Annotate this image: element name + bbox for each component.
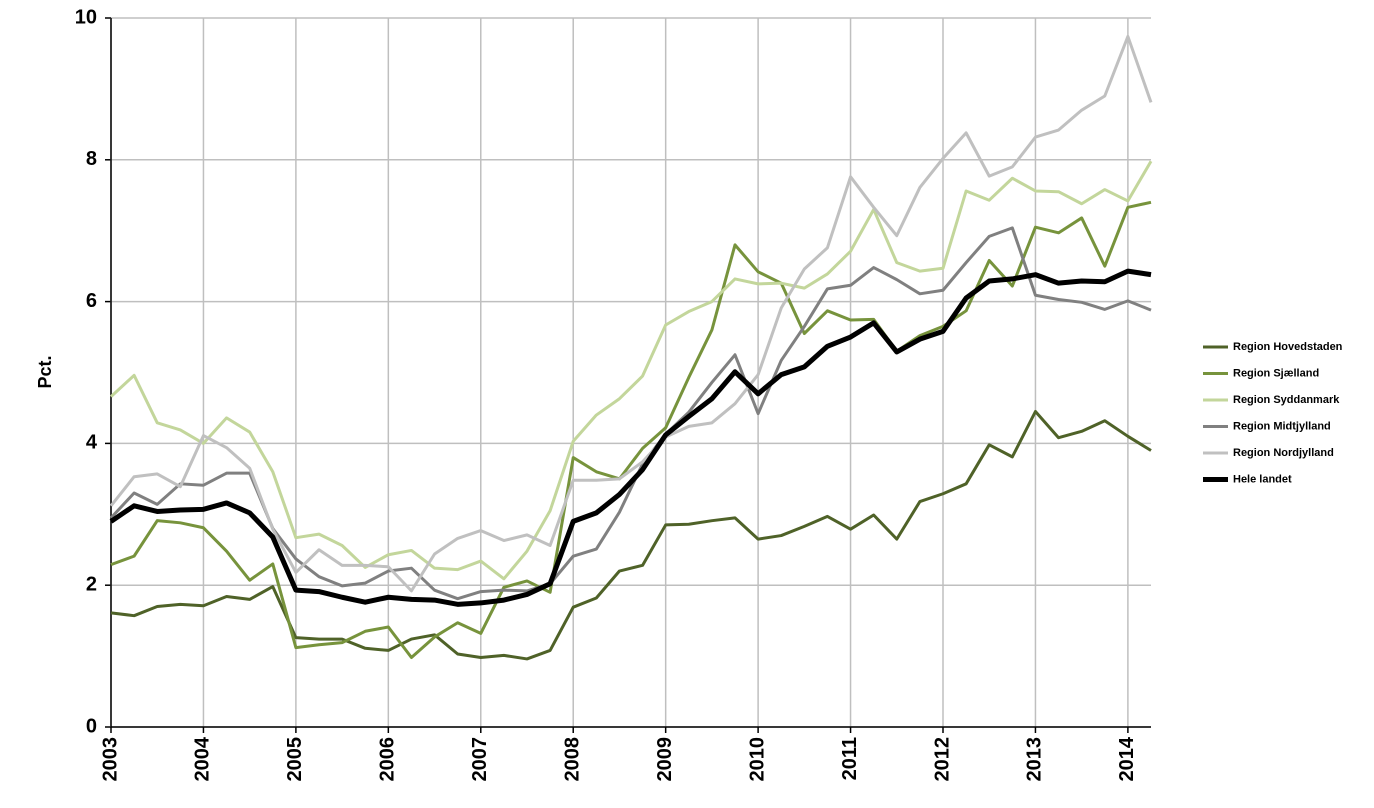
x-tick-label: 2009 [654, 737, 676, 782]
x-tick-label: 2011 [839, 737, 861, 780]
legend-label: Region Hovedstaden [1233, 341, 1343, 353]
x-tick-label: 2003 [99, 737, 121, 782]
y-tick-label: 10 [75, 6, 97, 28]
line [109, 268, 1152, 607]
x-tick-label: 2007 [469, 737, 491, 782]
legend-label: Hele landet [1233, 473, 1292, 485]
x-tick-label: 2013 [1024, 737, 1046, 782]
legend-label: Region Sjælland [1233, 367, 1319, 379]
x-tick-label: 2010 [746, 737, 768, 782]
line [109, 160, 1153, 581]
legend-label: Region Midtjylland [1233, 420, 1331, 432]
x-tick-label: 2012 [931, 737, 953, 782]
line [109, 34, 1153, 593]
y-tick-label: 4 [86, 432, 98, 454]
x-tick-label: 2008 [562, 737, 584, 782]
y-tick-label: 8 [86, 148, 97, 170]
line [110, 200, 1152, 660]
x-tick-label: 2006 [377, 737, 399, 782]
y-tick-label: 0 [86, 715, 97, 737]
line [110, 409, 1152, 661]
line [109, 226, 1152, 601]
y-axis-label: Pct. [35, 355, 55, 388]
x-tick-label: 2014 [1116, 736, 1138, 781]
legend-label: Region Syddanmark [1233, 394, 1340, 406]
x-tick-label: 2005 [284, 737, 306, 782]
x-tick-label: 2004 [192, 736, 214, 781]
y-tick-label: 2 [86, 573, 97, 595]
legend-label: Region Nordjylland [1233, 447, 1334, 459]
y-tick-label: 6 [86, 290, 97, 312]
